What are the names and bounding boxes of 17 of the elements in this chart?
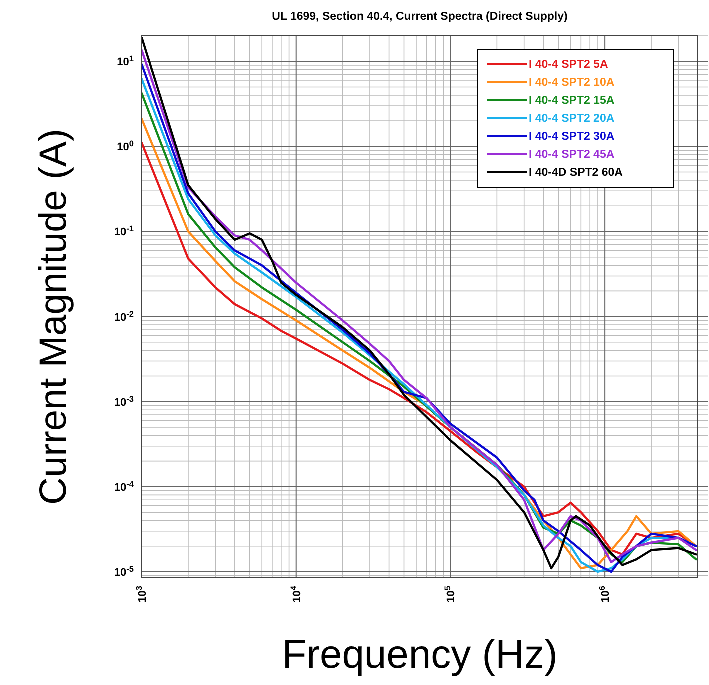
y-tick-label: 10$^{-4}$ <box>114 479 134 494</box>
y-axis-title: Current Magnitude (A) <box>33 129 75 505</box>
legend-label: I 40-4 SPT2 15A <box>529 95 615 107</box>
legend-label: I 40-4 SPT2 45A <box>529 149 615 161</box>
y-tick-label: 10$^{1}$ <box>117 54 134 69</box>
legend-label: I 40-4 SPT2 30A <box>529 131 615 143</box>
y-tick-label: 10$^{-2}$ <box>114 309 134 324</box>
legend-label: I 40-4 SPT2 5A <box>529 59 608 71</box>
chart-title: UL 1699, Section 40.4, Current Spectra (Direct Supply) <box>272 11 568 23</box>
y-tick-label: 10$^{-5}$ <box>114 564 134 579</box>
y-tick-label: 10$^{-1}$ <box>114 224 134 239</box>
y-tick-label: 10$^{-3}$ <box>114 394 134 409</box>
x-axis-title: Frequency (Hz) <box>282 633 558 677</box>
y-tick-label: 10$^{0}$ <box>117 139 134 154</box>
legend-label: I 40-4 SPT2 20A <box>529 113 615 125</box>
legend-label: I 40-4 SPT2 10A <box>529 77 615 89</box>
legend-label: I 40-4D SPT2 60A <box>529 167 623 179</box>
